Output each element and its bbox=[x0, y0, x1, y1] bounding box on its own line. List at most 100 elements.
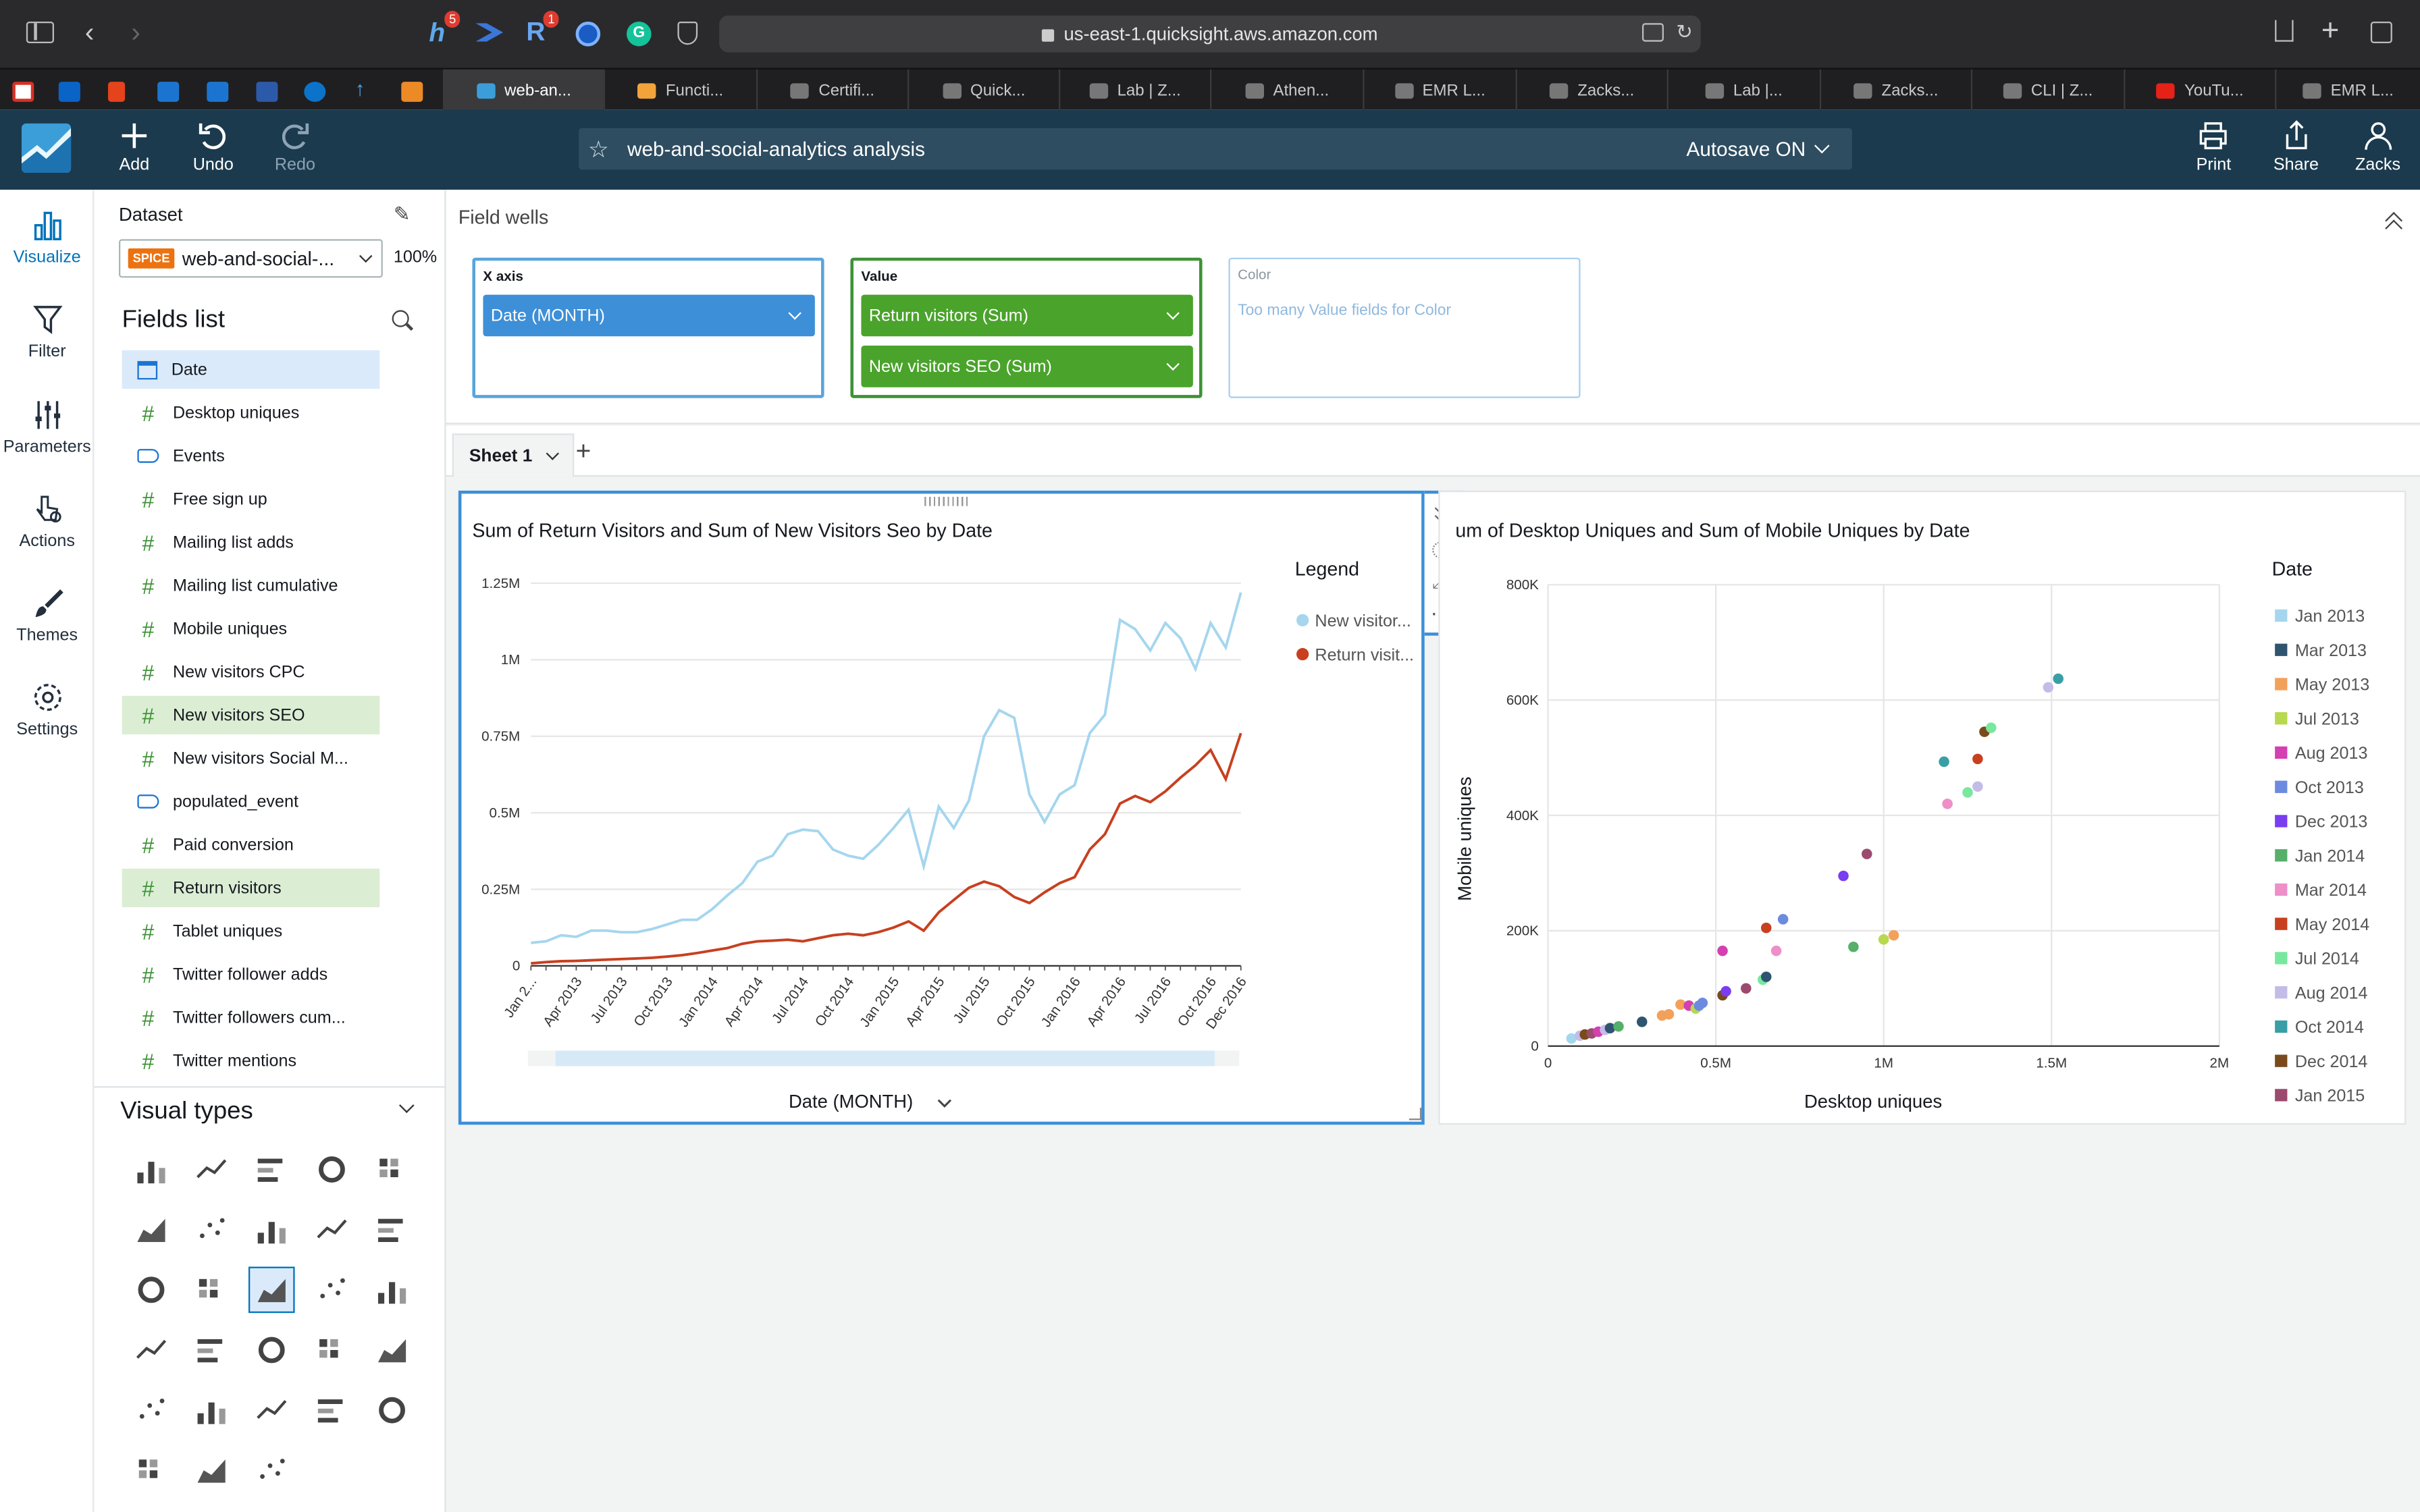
field-item[interactable]: # Return visitors bbox=[122, 868, 380, 907]
legend-label[interactable]: Aug 2014 bbox=[2295, 983, 2368, 1002]
field-item[interactable]: # New visitors SEO bbox=[122, 695, 380, 734]
scatter-point[interactable] bbox=[1717, 945, 1728, 956]
scatter-point[interactable] bbox=[1942, 799, 1953, 809]
extension-hacker-icon[interactable]: h bbox=[429, 18, 446, 48]
scatter-chart-visual[interactable]: um of Desktop Uniques and Sum of Mobile … bbox=[1438, 490, 2406, 1125]
scatter-point[interactable] bbox=[1838, 870, 1849, 882]
sidebar-toggle-icon[interactable] bbox=[26, 22, 54, 43]
scatter-point[interactable] bbox=[1972, 753, 1983, 765]
office-icon[interactable] bbox=[108, 82, 126, 102]
drag-handle-icon[interactable] bbox=[924, 497, 968, 506]
vertical-100-bar-visual-icon[interactable] bbox=[128, 1267, 175, 1314]
autosave-dropdown[interactable]: Autosave ON bbox=[1687, 137, 1830, 161]
horizontal-100-bar-visual-icon[interactable] bbox=[369, 1206, 415, 1253]
add-button[interactable]: Add bbox=[117, 119, 151, 174]
browser-tab[interactable]: YouTu... bbox=[2124, 69, 2275, 111]
browser-tab[interactable]: Quick... bbox=[908, 69, 1059, 111]
address-bar[interactable]: us-east-1.quicksight.aws.amazon.com bbox=[719, 15, 1701, 53]
area-visual-icon[interactable] bbox=[309, 1267, 355, 1314]
collapse-visual-types-icon[interactable] bbox=[398, 1098, 415, 1114]
kpi-visual-icon[interactable] bbox=[188, 1146, 235, 1193]
scatter-point[interactable] bbox=[1888, 929, 1899, 941]
vertical-bar-visual-icon[interactable] bbox=[188, 1206, 235, 1253]
scatter-point[interactable] bbox=[1741, 983, 1752, 994]
rail-actions[interactable]: Actions bbox=[0, 492, 94, 551]
chevron-down-icon[interactable] bbox=[937, 1099, 952, 1108]
search-fields-icon[interactable] bbox=[392, 310, 414, 331]
legend-label[interactable]: Dec 2013 bbox=[2295, 813, 2368, 832]
scatter-point[interactable] bbox=[1862, 848, 1872, 859]
arrow-up-icon[interactable]: ↑ bbox=[354, 77, 365, 101]
new-tab-icon[interactable]: + bbox=[2321, 14, 2340, 48]
reload-icon[interactable]: ↻ bbox=[1676, 20, 1693, 43]
scatter-point[interactable] bbox=[1962, 787, 1973, 798]
back-icon[interactable]: ‹ bbox=[84, 17, 95, 48]
extension-forward-icon[interactable] bbox=[475, 23, 504, 42]
tree-map-visual-icon[interactable] bbox=[188, 1387, 235, 1434]
legend-label[interactable]: Jul 2013 bbox=[2295, 709, 2359, 728]
browser-tab[interactable]: EMR L... bbox=[1363, 69, 1515, 111]
scatter-point[interactable] bbox=[1663, 1008, 1675, 1020]
extension-r-icon[interactable]: R bbox=[526, 17, 546, 47]
color-well[interactable]: Color Too many Value fields for Color bbox=[1228, 257, 1581, 398]
field-item[interactable]: # New visitors Social M... bbox=[122, 739, 380, 778]
analysis-name-bar[interactable]: ☆ web-and-social-analytics analysis Auto… bbox=[579, 128, 1852, 170]
stacked-area-visual-icon[interactable] bbox=[128, 1327, 175, 1374]
x-axis-field-pill[interactable]: Date (MONTH) bbox=[483, 294, 815, 337]
box-plot-visual-icon[interactable] bbox=[248, 1327, 295, 1374]
scatter-point[interactable] bbox=[1637, 1017, 1648, 1027]
field-item[interactable]: populated_event bbox=[122, 782, 380, 821]
pivot-table-visual-icon[interactable] bbox=[309, 1327, 355, 1374]
rail-visualize[interactable]: Visualize bbox=[0, 209, 94, 267]
legend-label[interactable]: Jan 2013 bbox=[2295, 607, 2365, 626]
browser-tab[interactable]: web-an... bbox=[443, 69, 604, 111]
field-item[interactable]: # Twitter mentions bbox=[122, 1042, 380, 1080]
redo-button[interactable]: Redo bbox=[275, 119, 315, 174]
scatter-point[interactable] bbox=[1761, 922, 1772, 934]
line-chart-visual[interactable]: Sum of Return Visitors and Sum of New Vi… bbox=[458, 490, 1425, 1125]
legend-label[interactable]: Jan 2015 bbox=[2295, 1087, 2365, 1106]
rail-themes[interactable]: Themes bbox=[0, 587, 94, 645]
aws-icon[interactable] bbox=[401, 82, 423, 102]
series-line[interactable] bbox=[531, 592, 1242, 944]
legend-label[interactable]: Jul 2014 bbox=[2295, 950, 2359, 969]
legend-label[interactable]: Aug 2013 bbox=[2295, 744, 2368, 763]
x-axis-label[interactable]: Date (MONTH) bbox=[789, 1091, 913, 1112]
scatter-point[interactable] bbox=[1777, 914, 1789, 925]
browser-tab[interactable]: Zacks... bbox=[1515, 69, 1667, 111]
quicksight-logo-icon[interactable] bbox=[22, 123, 72, 173]
edit-dataset-icon[interactable]: ✎ bbox=[393, 202, 411, 225]
browser-tab[interactable]: Lab | Z... bbox=[1059, 69, 1210, 111]
funnel-visual-icon[interactable] bbox=[369, 1387, 415, 1434]
analysis-name[interactable]: web-and-social-analytics analysis bbox=[627, 137, 926, 161]
legend-label[interactable]: Jan 2014 bbox=[2295, 846, 2365, 865]
browser-tab[interactable]: EMR L... bbox=[2275, 69, 2420, 111]
horizontal-bar-visual-icon[interactable] bbox=[128, 1206, 175, 1253]
word-cloud-visual-icon[interactable] bbox=[248, 1447, 295, 1494]
vertical-stacked-bar-visual-icon[interactable] bbox=[309, 1206, 355, 1253]
autograph-visual-icon[interactable] bbox=[128, 1146, 175, 1193]
add-sheet-icon[interactable]: + bbox=[575, 436, 591, 466]
filled-map-visual-icon[interactable] bbox=[188, 1447, 235, 1494]
browser-tab[interactable]: Lab |... bbox=[1666, 69, 1820, 111]
outlook-calendar-icon[interactable] bbox=[207, 82, 229, 102]
browser-tab[interactable]: Athen... bbox=[1210, 69, 1363, 111]
horizontal-stacked-bar-visual-icon[interactable] bbox=[248, 1206, 295, 1253]
field-item[interactable]: # Tablet uniques bbox=[122, 912, 380, 950]
value-well[interactable]: Value Return visitors (Sum) New visitors… bbox=[850, 257, 1203, 398]
teams-icon[interactable] bbox=[256, 82, 278, 102]
value-field-pill[interactable]: New visitors SEO (Sum) bbox=[861, 346, 1193, 387]
line-visual-icon[interactable] bbox=[248, 1266, 295, 1314]
gmail-icon[interactable] bbox=[12, 82, 34, 102]
donut-visual-icon[interactable] bbox=[309, 1146, 355, 1193]
legend-label[interactable]: Return visit... bbox=[1315, 645, 1414, 664]
scatter-point[interactable] bbox=[1604, 1023, 1616, 1033]
scatter-point[interactable] bbox=[2053, 673, 2064, 684]
print-button[interactable]: Print bbox=[2197, 119, 2231, 174]
forward-icon[interactable]: › bbox=[131, 17, 141, 48]
browser-tab[interactable]: Zacks... bbox=[1819, 69, 1971, 111]
scatter-point[interactable] bbox=[1986, 722, 1997, 733]
scatter-point[interactable] bbox=[1770, 945, 1782, 956]
bar-line-combo-visual-icon[interactable] bbox=[369, 1267, 415, 1314]
pie-visual-icon[interactable] bbox=[369, 1146, 415, 1193]
